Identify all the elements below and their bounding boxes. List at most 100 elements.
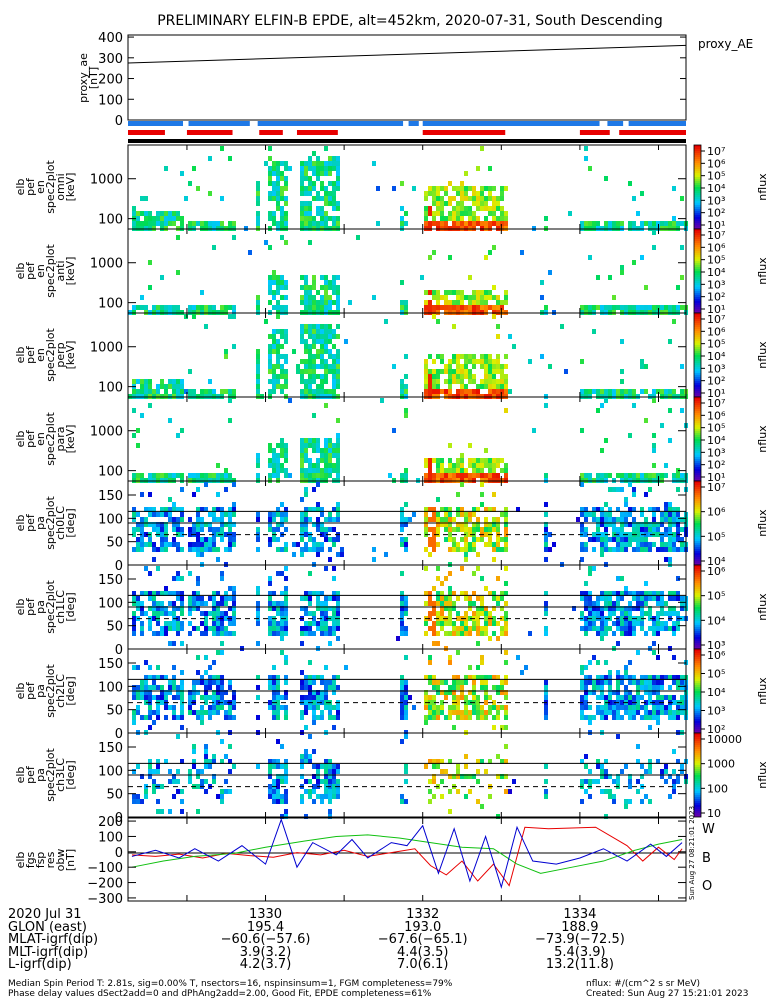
proxy-ae-ylabel-line: proxy_ae — [77, 53, 90, 103]
spectro-pixel — [168, 384, 172, 389]
spectro-pixel — [600, 621, 604, 626]
spectro-pixel — [468, 295, 472, 300]
spectro-pixel — [320, 542, 324, 547]
spectro-pixel — [456, 463, 460, 468]
spectro-pixel — [460, 305, 464, 310]
spectro-pixel — [468, 665, 472, 670]
spectro-pixel — [668, 512, 672, 517]
spectro-pixel — [316, 482, 320, 487]
spectro-pixel — [336, 201, 340, 206]
spectro-pixel — [412, 705, 416, 710]
spectro-pixel — [320, 690, 324, 695]
spectro-pixel — [612, 305, 616, 310]
spectro-pixel — [312, 715, 316, 720]
spectro-pixel — [332, 631, 336, 636]
spectro-pixel — [144, 507, 148, 512]
spectro-pixel — [504, 631, 508, 636]
fgm-ylabel-line: res — [44, 851, 57, 868]
spectro-pixel — [500, 680, 504, 685]
spectro-pixel — [232, 700, 236, 705]
colorbar-swatch — [694, 589, 701, 591]
spectro-pixel — [640, 522, 644, 527]
spectro-pixel — [212, 537, 216, 542]
spectro-pixel — [304, 359, 308, 364]
spectro-pixel — [660, 710, 664, 715]
spectro-pixel — [428, 354, 432, 359]
spectro-pixel — [196, 670, 200, 675]
spectro-pixel — [428, 305, 432, 310]
spectro-pixel — [548, 364, 552, 369]
spectro-pixel — [200, 221, 204, 226]
spectro-pixel — [196, 784, 200, 789]
spectro-pixel — [596, 631, 600, 636]
spectro-pixel — [456, 542, 460, 547]
spectro-pixel — [316, 794, 320, 799]
colorbar-swatch — [694, 805, 701, 807]
spectro-pixel — [196, 576, 200, 581]
spectro-pixel — [300, 181, 304, 186]
spectro-pixel — [400, 739, 404, 744]
spectro-pixel — [620, 705, 624, 710]
colorbar-swatch — [694, 265, 701, 267]
spectro-pixel — [488, 621, 492, 626]
spectro-pixel — [604, 527, 608, 532]
spectro-pixel — [604, 398, 608, 403]
spectro-pixel — [428, 655, 432, 660]
spectro-pixel — [648, 685, 652, 690]
colorbar-swatch — [694, 455, 701, 457]
spectro-pixel — [620, 675, 624, 680]
colorbar-swatch — [694, 375, 701, 377]
colorbar-swatch — [694, 469, 701, 471]
colorbar-swatch — [694, 467, 701, 469]
spectro-pixel — [488, 384, 492, 389]
spectro-pixel — [328, 156, 332, 161]
colorbar-swatch — [694, 385, 701, 387]
spectro-pixel — [592, 621, 596, 626]
panel-y-tick-label: 100 — [98, 381, 123, 396]
spectro-pixel — [180, 641, 184, 646]
spectro-pixel — [228, 305, 232, 310]
spectro-pixel — [280, 206, 284, 211]
proxy-ae-line — [127, 44, 687, 64]
spectro-pixel — [532, 428, 536, 433]
spectro-pixel — [492, 725, 496, 730]
colorbar-tick-label: 10² — [707, 459, 725, 472]
spectro-pixel — [500, 191, 504, 196]
spectro-pixel — [432, 710, 436, 715]
spectro-pixel — [676, 473, 680, 478]
spectro-pixel — [420, 275, 424, 280]
spectro-pixel — [280, 384, 284, 389]
spectro-pixel — [220, 596, 224, 601]
spectro-pixel — [168, 221, 172, 226]
spectro-pixel — [156, 473, 160, 478]
spectro-pixel — [204, 779, 208, 784]
spectro-pixel — [272, 196, 276, 201]
spectro-pixel — [308, 591, 312, 596]
spectro-pixel — [272, 675, 276, 680]
spectro-pixel — [144, 695, 148, 700]
colorbar-swatch — [694, 371, 701, 373]
spectro-pixel — [616, 601, 620, 606]
spectro-pixel — [284, 547, 288, 552]
spectro-pixel — [180, 725, 184, 730]
spectro-pixel — [632, 473, 636, 478]
spectro-pixel — [140, 196, 144, 201]
spectro-pixel — [584, 705, 588, 710]
spectro-pixel — [584, 695, 588, 700]
spectro-pixel — [224, 473, 228, 478]
colorbar-swatch — [694, 495, 701, 497]
spectro-pixel — [492, 463, 496, 468]
colorbar-swatch — [694, 395, 701, 397]
spectro-pixel — [168, 626, 172, 631]
spectro-pixel — [156, 769, 160, 774]
spectro-pixel — [336, 507, 340, 512]
colorbar-swatch — [694, 753, 701, 755]
colorbar-swatch — [694, 665, 701, 667]
spectro-pixel — [160, 700, 164, 705]
spectro-pixel — [340, 552, 344, 557]
colorbar-swatch — [694, 667, 701, 669]
spectro-pixel — [544, 794, 548, 799]
spectro-pixel — [656, 596, 660, 601]
